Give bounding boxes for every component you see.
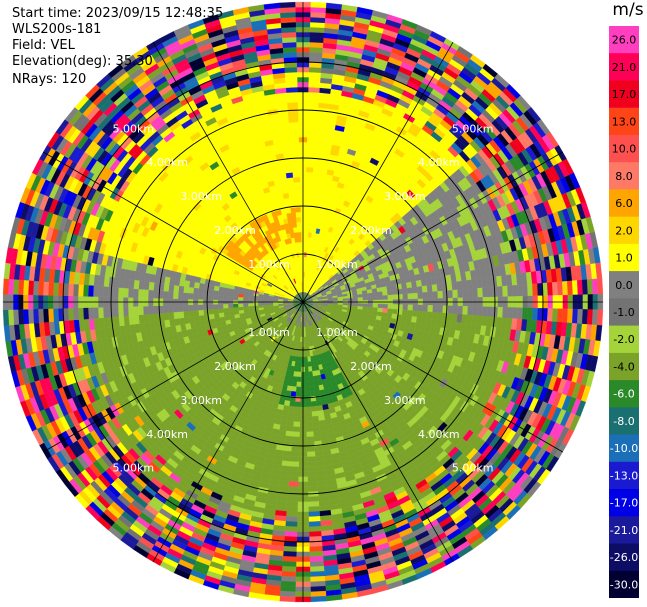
range-ring-label: 1.00km xyxy=(316,326,358,339)
range-ring xyxy=(62,61,544,543)
range-ring-label: 4.00km xyxy=(418,428,460,441)
range-ring-label: 1.00km xyxy=(316,258,358,271)
colorbar: 26.0 21.0 17.0 13.0 10.0 8.0 6.0 2.0 1.0 0.0 -1.0 -… xyxy=(609,26,639,598)
range-ring-label: 4.00km xyxy=(146,428,188,441)
colorbar-tick-label: 26.0 xyxy=(612,34,637,47)
field-label: Field: VEL xyxy=(12,38,75,53)
range-ring-label: 2.00km xyxy=(350,224,392,237)
azimuth-spoke xyxy=(302,301,563,453)
colorbar-segment: -2.0 xyxy=(609,325,639,354)
colorbar-tick-label: 10.0 xyxy=(612,143,637,156)
colorbar-tick-label: -2.0 xyxy=(613,333,634,346)
colorbar-tick-label: 17.0 xyxy=(612,88,637,101)
azimuth-spokes xyxy=(3,2,603,602)
colorbar-segment: -1.0 xyxy=(609,298,639,327)
range-ring-label: 3.00km xyxy=(180,394,222,407)
colorbar-segment: 26.0 xyxy=(609,26,639,54)
colorbar-tick-label: -17.0 xyxy=(610,497,638,510)
colorbar-segment: -26.0 xyxy=(609,543,639,572)
azimuth-spoke xyxy=(302,41,454,303)
colorbar-tick-label: -10.0 xyxy=(610,442,638,455)
colorbar-tick-label: -13.0 xyxy=(610,469,638,482)
range-ring-label: 5.00km xyxy=(452,122,494,135)
range-ring-label: 5.00km xyxy=(452,462,494,475)
colorbar-segment: -17.0 xyxy=(609,489,639,517)
range-ring-label: 2.00km xyxy=(350,360,392,373)
colorbar-tick-label: 6.0 xyxy=(615,197,633,210)
colorbar-segment: -4.0 xyxy=(609,352,639,381)
range-ring xyxy=(206,205,400,399)
colorbar-segment: 6.0 xyxy=(609,189,639,218)
colorbar-tick-label: -4.0 xyxy=(613,361,634,374)
colorbar-segment: -13.0 xyxy=(609,461,639,490)
colorbar-segment: -8.0 xyxy=(609,407,639,435)
colorbar-segment: -6.0 xyxy=(609,380,639,408)
colorbar-segment: 17.0 xyxy=(609,80,639,109)
elevation-label: Elevation(deg): 35.30 xyxy=(12,54,153,69)
colorbar-tick-label: -1.0 xyxy=(613,306,634,319)
range-ring-label: 5.00km xyxy=(113,122,155,135)
nrays-label: NRays: 120 xyxy=(12,72,87,87)
start-time-label: Start time: 2023/09/15 12:48:35 xyxy=(12,6,224,21)
colorbar-tick-label: -8.0 xyxy=(613,415,634,428)
azimuth-spoke xyxy=(42,151,304,303)
colorbar-segment: -30.0 xyxy=(609,570,639,598)
range-ring-label: 5.00km xyxy=(113,462,155,475)
azimuth-spoke xyxy=(152,41,304,303)
instrument-label: WLS200s-181 xyxy=(12,22,102,37)
colorbar-tick-label: 1.0 xyxy=(615,252,633,265)
colorbar-segment: -21.0 xyxy=(609,516,639,544)
velocity-field xyxy=(2,1,604,603)
azimuth-spoke xyxy=(152,301,304,562)
colorbar-tick-label: 21.0 xyxy=(612,61,637,74)
colorbar-segment: 2.0 xyxy=(609,216,639,245)
range-ring-label: 3.00km xyxy=(180,190,222,203)
range-ring-label: 3.00km xyxy=(384,190,426,203)
range-rings: 1.00km 1.00km 1.00km 1.00km 2.00km 2.00km 2.00… xyxy=(62,61,544,543)
colorbar-segment: 1.0 xyxy=(609,243,639,272)
range-ring-label: 1.00km xyxy=(248,258,290,271)
colorbar-tick-label: -30.0 xyxy=(610,578,638,591)
range-ring-label: 1.00km xyxy=(248,326,290,339)
colorbar-tick-label: -26.0 xyxy=(610,551,638,564)
colorbar-tick-label: -6.0 xyxy=(613,388,634,401)
range-ring-label: 3.00km xyxy=(384,394,426,407)
colorbar-segment: 0.0 xyxy=(609,271,639,299)
azimuth-spoke xyxy=(42,301,304,453)
range-ring-label: 2.00km xyxy=(214,224,256,237)
colorbar-segment: -10.0 xyxy=(609,434,639,463)
range-ring xyxy=(110,109,496,495)
range-ring xyxy=(158,157,448,447)
range-ring-label: 2.00km xyxy=(214,360,256,373)
colorbar-segment: 21.0 xyxy=(609,53,639,81)
range-ring-label: 4.00km xyxy=(418,156,460,169)
colorbar-segment: 10.0 xyxy=(609,135,639,163)
colorbar-tick-label: -21.0 xyxy=(610,524,638,537)
range-ring xyxy=(254,253,352,351)
colorbar-tick-label: 2.0 xyxy=(615,224,633,237)
colorbar-tick-label: 8.0 xyxy=(615,170,633,183)
colorbar-segment: 13.0 xyxy=(609,107,639,136)
azimuth-spoke xyxy=(302,301,454,562)
colorbar-unit: m/s xyxy=(612,0,644,20)
colorbar-tick-label: 13.0 xyxy=(612,115,637,128)
range-ring-label: 4.00km xyxy=(146,156,188,169)
colorbar-tick-label: 0.0 xyxy=(615,279,633,292)
azimuth-spoke xyxy=(302,151,563,303)
colorbar-segment: 8.0 xyxy=(609,162,639,190)
